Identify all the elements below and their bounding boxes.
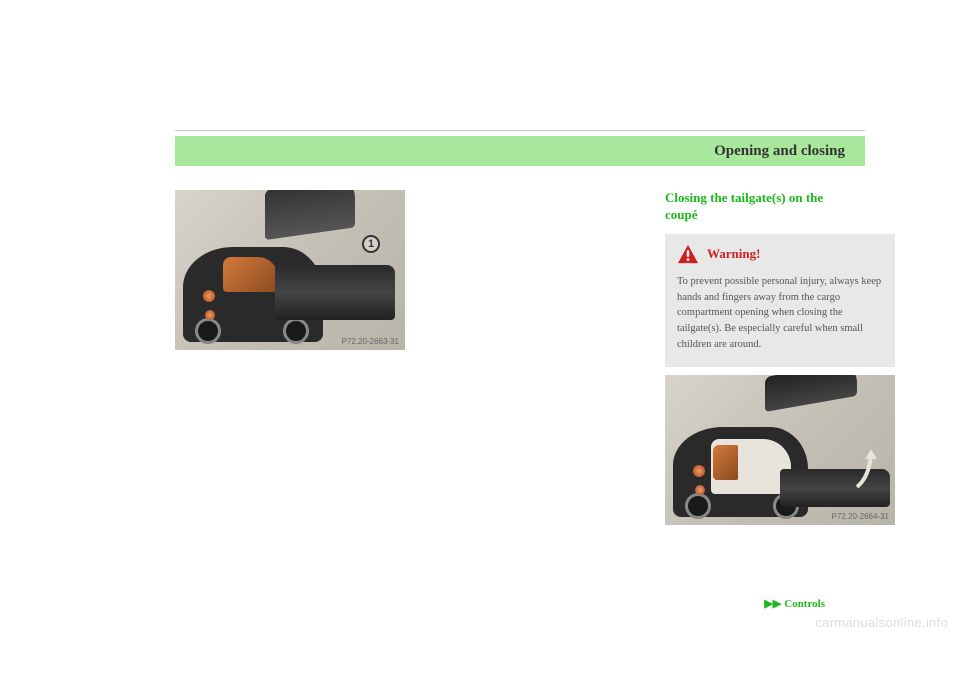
warning-header: Warning! — [677, 244, 883, 264]
wheel-rear-graphic — [283, 318, 309, 344]
tailgate-lower-panel — [275, 265, 395, 320]
header-green-bar: Opening and closing — [175, 136, 865, 166]
footer-section-label: ▶▶Controls — [764, 597, 825, 610]
heading-line-1: Closing the tailgate(s) on the — [665, 190, 823, 205]
photo-reference-code-1: P72.20-2663-31 — [342, 337, 399, 346]
heading-line-2: coupé — [665, 207, 698, 222]
section-heading: Closing the tailgate(s) on the coupé — [665, 190, 895, 224]
taillight-lower-graphic — [205, 310, 215, 320]
taillight-upper-graphic — [203, 290, 215, 302]
page-container: Opening and closing 1 P72.20-2663-31 Clo — [175, 130, 865, 610]
tailgate-photo-1: 1 P72.20-2663-31 — [175, 190, 405, 350]
header-band: Opening and closing — [175, 130, 865, 170]
footer-text: Controls — [784, 598, 825, 610]
wheel-front-graphic-2 — [685, 493, 711, 519]
close-arrow-icon — [849, 445, 877, 490]
content-columns: 1 P72.20-2663-31 Closing the tailgate(s)… — [175, 190, 865, 525]
warning-triangle-icon — [677, 244, 699, 264]
tailgate-upper-panel-2 — [765, 375, 857, 412]
tailgate-upper-panel — [265, 190, 355, 240]
photo-reference-code-2: P72.20-2664-31 — [832, 512, 889, 521]
tailgate-photo-2: P72.20-2664-31 — [665, 375, 895, 525]
callout-marker-1: 1 — [362, 235, 380, 253]
warning-box: Warning! To prevent possible personal in… — [665, 234, 895, 367]
right-column: Closing the tailgate(s) on the coupé War… — [665, 190, 895, 525]
left-column: 1 P72.20-2663-31 — [175, 190, 405, 525]
wheel-front-graphic — [195, 318, 221, 344]
taillight-upper-graphic-2 — [693, 465, 705, 477]
watermark-text: carmanualsonline.info — [815, 615, 948, 630]
footer-arrow-icon: ▶▶ — [764, 598, 781, 610]
middle-column — [435, 190, 635, 525]
taillight-lower-graphic-2 — [695, 485, 705, 495]
warning-label: Warning! — [707, 246, 760, 262]
page-title: Opening and closing — [714, 143, 845, 160]
warning-body-text: To prevent possible personal injury, alw… — [677, 274, 883, 353]
